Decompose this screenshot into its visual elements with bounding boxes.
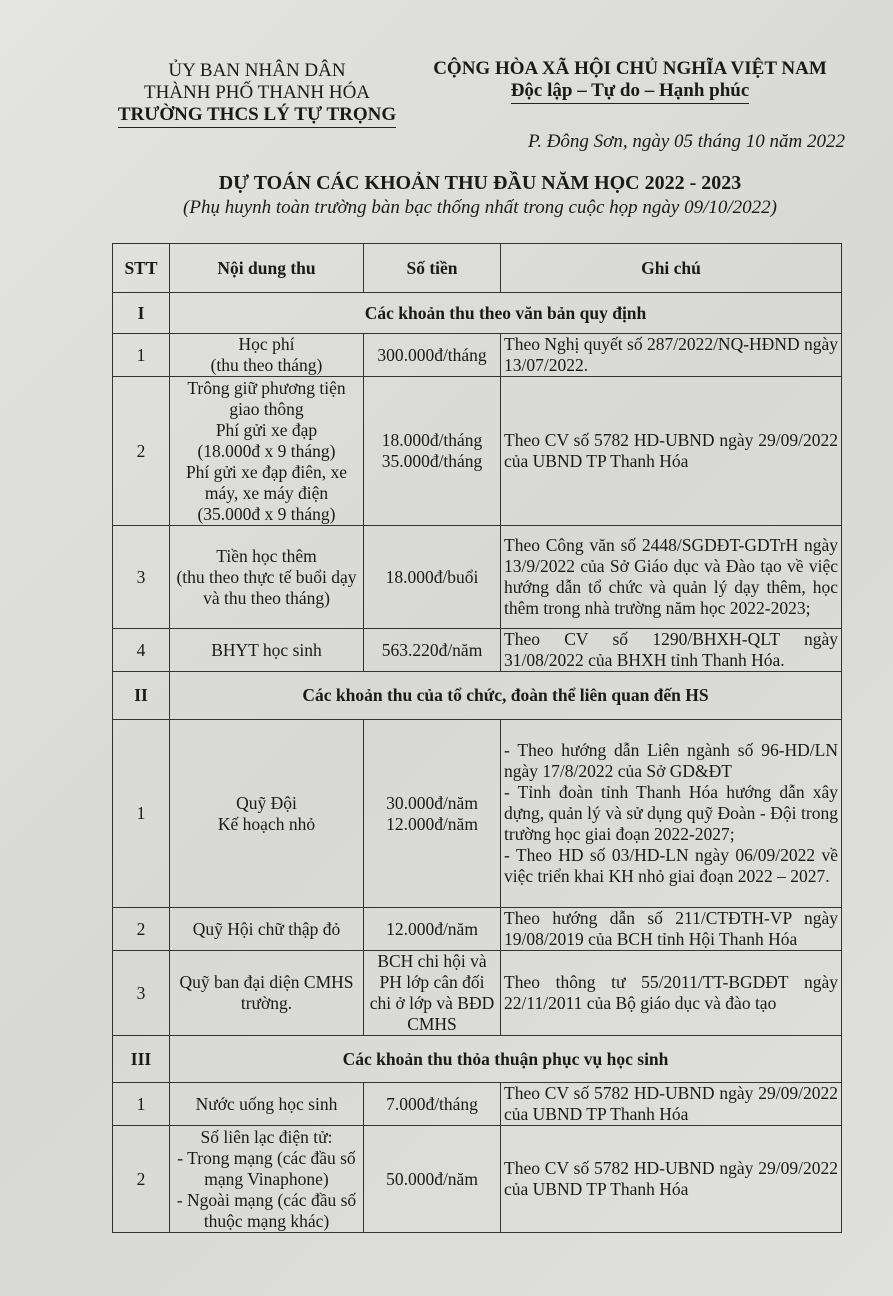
table-row: 3 Tiền học thêm (thu theo thực tế buổi d… xyxy=(112,525,842,629)
row-stt: 2 xyxy=(112,907,170,951)
issuer-line-1: ỦY BAN NHÂN DÂN xyxy=(168,60,346,81)
section-title: Các khoản thu theo văn bản quy định xyxy=(169,292,842,334)
row-amount: 30.000đ/năm 12.000đ/năm xyxy=(363,719,501,908)
row-amount: 12.000đ/năm xyxy=(363,907,501,951)
col-header-content: Nội dung thu xyxy=(169,243,364,293)
national-motto: Độc lập – Tự do – Hạnh phúc xyxy=(510,80,750,104)
row-amount: 18.000đ/tháng 35.000đ/tháng xyxy=(363,376,501,526)
section-title: Các khoản thu của tổ chức, đoàn thể liên… xyxy=(169,671,842,720)
section-row: II Các khoản thu của tổ chức, đoàn thể l… xyxy=(112,671,842,720)
table-header-row: STT Nội dung thu Số tiền Ghi chú xyxy=(112,243,842,293)
row-content: Số liên lạc điện tử: - Trong mạng (các đ… xyxy=(169,1125,364,1233)
row-stt: 4 xyxy=(112,628,170,672)
section-number: III xyxy=(112,1035,170,1083)
row-note: Theo CV số 5782 HD-UBND ngày 29/09/2022 … xyxy=(500,1082,842,1126)
table-row: 4 BHYT học sinh 563.220đ/năm Theo CV số … xyxy=(112,628,842,672)
row-note: Theo CV số 5782 HD-UBND ngày 29/09/2022 … xyxy=(500,376,842,526)
section-title: Các khoản thu thỏa thuận phục vụ học sin… xyxy=(169,1035,842,1083)
row-stt: 3 xyxy=(112,525,170,629)
table-row: 2 Số liên lạc điện tử: - Trong mạng (các… xyxy=(112,1125,842,1233)
row-content: Quỹ Đội Kế hoạch nhỏ xyxy=(169,719,364,908)
row-amount: 563.220đ/năm xyxy=(363,628,501,672)
row-content: Tiền học thêm (thu theo thực tế buổi dạy… xyxy=(169,525,364,629)
national-header: CỘNG HÒA XÃ HỘI CHỦ NGHĨA VIỆT NAM Độc l… xyxy=(415,58,845,104)
issuer-line-2: THÀNH PHỐ THANH HÓA xyxy=(143,82,371,103)
row-content: Nước uống học sinh xyxy=(169,1082,364,1126)
table-row: 2 Quỹ Hội chữ thập đỏ 12.000đ/năm Theo h… xyxy=(112,907,842,951)
row-note: Theo CV số 1290/BHXH-QLT ngày 31/08/2022… xyxy=(500,628,842,672)
row-stt: 1 xyxy=(112,1082,170,1126)
section-number: II xyxy=(112,671,170,720)
fee-table: STT Nội dung thu Số tiền Ghi chú I Các k… xyxy=(112,243,842,1233)
row-amount: 50.000đ/năm xyxy=(363,1125,501,1233)
row-stt: 1 xyxy=(112,719,170,908)
col-header-note: Ghi chú xyxy=(500,243,842,293)
row-content: Quỹ Hội chữ thập đỏ xyxy=(169,907,364,951)
row-note: Theo Công văn số 2448/SGDĐT-GDTrH ngày 1… xyxy=(500,525,842,629)
section-row: I Các khoản thu theo văn bản quy định xyxy=(112,292,842,334)
section-row: III Các khoản thu thỏa thuận phục vụ học… xyxy=(112,1035,842,1083)
row-amount: 18.000đ/buổi xyxy=(363,525,501,629)
row-stt: 3 xyxy=(112,950,170,1036)
row-note: Theo hướng dẫn số 211/CTĐTH-VP ngày 19/0… xyxy=(500,907,842,951)
row-stt: 2 xyxy=(112,1125,170,1233)
row-content: Quỹ ban đại diện CMHS trường. xyxy=(169,950,364,1036)
col-header-stt: STT xyxy=(112,243,170,293)
date-line: P. Đông Sơn, ngày 05 tháng 10 năm 2022 xyxy=(528,131,845,152)
row-note: - Theo hướng dẫn Liên ngành số 96-HD/LN … xyxy=(500,719,842,908)
col-header-amount: Số tiền xyxy=(363,243,501,293)
document-title: DỰ TOÁN CÁC KHOẢN THU ĐẦU NĂM HỌC 2022 -… xyxy=(218,172,742,194)
row-stt: 1 xyxy=(112,333,170,377)
section-number: I xyxy=(112,292,170,334)
table-row: 3 Quỹ ban đại diện CMHS trường. BCH chi … xyxy=(112,950,842,1036)
row-note: Theo CV số 5782 HD-UBND ngày 29/09/2022 … xyxy=(500,1125,842,1233)
issuer-header: ỦY BAN NHÂN DÂN THÀNH PHỐ THANH HÓA TRƯỜ… xyxy=(112,60,402,128)
row-amount: BCH chi hội và PH lớp cân đối chi ở lớp … xyxy=(363,950,501,1036)
school-name: TRƯỜNG THCS LÝ TỰ TRỌNG xyxy=(117,104,397,128)
row-amount: 300.000đ/tháng xyxy=(363,333,501,377)
row-note: Theo thông tư 55/2011/TT-BGDĐT ngày 22/1… xyxy=(500,950,842,1036)
table-row: 1 Nước uống học sinh 7.000đ/tháng Theo C… xyxy=(112,1082,842,1126)
table-row: 2 Trông giữ phương tiện giao thông Phí g… xyxy=(112,376,842,526)
row-amount: 7.000đ/tháng xyxy=(363,1082,501,1126)
row-content: Học phí (thu theo tháng) xyxy=(169,333,364,377)
national-title: CỘNG HÒA XÃ HỘI CHỦ NGHĨA VIỆT NAM xyxy=(433,58,827,79)
document-subtitle: (Phụ huynh toàn trường bàn bạc thống nhấ… xyxy=(183,197,777,218)
table-row: 1 Quỹ Đội Kế hoạch nhỏ 30.000đ/năm 12.00… xyxy=(112,719,842,908)
row-content: Trông giữ phương tiện giao thông Phí gửi… xyxy=(169,376,364,526)
table-row: 1 Học phí (thu theo tháng) 300.000đ/thán… xyxy=(112,333,842,377)
row-content: BHYT học sinh xyxy=(169,628,364,672)
row-stt: 2 xyxy=(112,376,170,526)
row-note: Theo Nghị quyết số 287/2022/NQ-HĐND ngày… xyxy=(500,333,842,377)
